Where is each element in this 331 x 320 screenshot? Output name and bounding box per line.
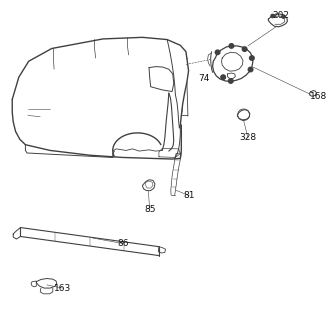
- Text: 163: 163: [54, 284, 71, 292]
- Text: 81: 81: [183, 191, 195, 200]
- Text: 168: 168: [310, 92, 327, 101]
- Circle shape: [248, 67, 253, 72]
- Circle shape: [215, 50, 220, 54]
- Text: 74: 74: [199, 74, 210, 83]
- Circle shape: [250, 56, 254, 60]
- Circle shape: [242, 47, 247, 51]
- Circle shape: [228, 79, 233, 83]
- Text: 202: 202: [272, 11, 289, 20]
- Circle shape: [271, 14, 274, 18]
- Text: 86: 86: [117, 239, 128, 248]
- Text: 328: 328: [239, 133, 257, 142]
- Circle shape: [229, 44, 234, 48]
- Circle shape: [221, 75, 225, 79]
- Circle shape: [282, 15, 285, 18]
- Text: 85: 85: [144, 205, 156, 214]
